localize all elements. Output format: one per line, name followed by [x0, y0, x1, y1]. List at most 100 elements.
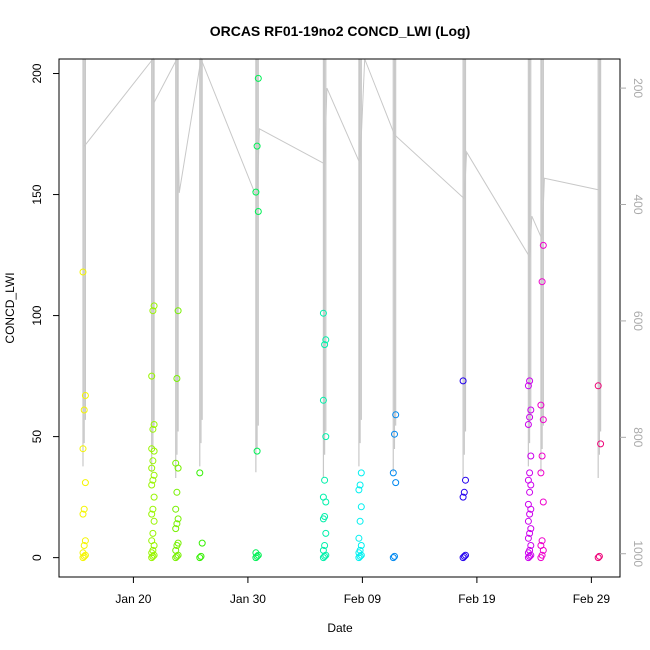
data-point: [539, 498, 547, 506]
data-point: [149, 546, 157, 554]
data-point: [537, 469, 545, 477]
data-point: [321, 513, 329, 520]
right-y-tick-label: 200: [631, 78, 645, 98]
data-point: [196, 554, 204, 562]
data-point: [356, 481, 364, 489]
right-y-tick-label: 600: [631, 311, 645, 331]
data-point: [148, 510, 156, 518]
data-point: [173, 520, 181, 528]
y-tick-label: 200: [30, 63, 44, 83]
x-tick-label: Feb 09: [344, 592, 382, 606]
data-point: [462, 551, 469, 559]
data-point: [524, 534, 532, 542]
data-point: [81, 392, 89, 399]
data-point: [148, 554, 156, 562]
data-point: [526, 413, 534, 421]
data-point: [149, 505, 157, 513]
data-point: [149, 457, 157, 465]
data-point: [537, 401, 545, 409]
data-point: [527, 452, 535, 460]
data-point: [254, 208, 262, 215]
data-point: [149, 529, 157, 537]
data-point: [253, 447, 261, 455]
chart-title: ORCAS RF01-19no2 CONCD_LWI (Log): [210, 23, 471, 39]
data-point: [252, 188, 260, 196]
data-point: [319, 546, 327, 554]
data-point: [173, 375, 181, 382]
data-point: [196, 469, 204, 477]
data-point: [172, 459, 180, 467]
data-point: [321, 542, 329, 549]
data-point: [148, 372, 156, 380]
data-point: [150, 447, 158, 455]
data-point: [355, 534, 363, 542]
data-point: [527, 542, 535, 549]
data-point: [524, 517, 532, 525]
data-point: [80, 406, 88, 414]
data-point: [526, 488, 534, 496]
data-point: [526, 377, 534, 385]
data-point: [357, 542, 365, 549]
data-point: [148, 537, 156, 545]
x-tick-label: Jan 30: [230, 592, 266, 606]
data-point: [539, 416, 547, 424]
data-point: [356, 546, 364, 554]
data-point: [150, 302, 158, 310]
data-point: [357, 503, 365, 511]
data-point: [253, 142, 261, 150]
data-point: [254, 74, 262, 82]
data-point: [79, 445, 87, 453]
data-point: [149, 425, 157, 433]
data-point: [150, 493, 158, 501]
data-point: [172, 554, 180, 562]
data-point: [527, 406, 535, 414]
y-tick-label: 100: [30, 305, 44, 325]
right-y-tick-label: 1000: [631, 540, 645, 567]
data-point: [357, 551, 365, 559]
data-point: [389, 469, 397, 477]
axes: 0 50 100 150 200 Jan 20 Jan 30 Feb 09 Feb 19 Feb …: [30, 58, 645, 606]
data-point: [172, 525, 180, 533]
y-tick-label: 0: [30, 554, 44, 561]
data-point: [148, 481, 156, 489]
data-point: [391, 552, 398, 560]
data-point: [174, 539, 182, 547]
data-point: [322, 529, 330, 537]
data-point: [526, 510, 534, 518]
data-point: [524, 554, 532, 562]
data-point: [391, 430, 398, 438]
data-point: [79, 554, 87, 562]
data-point: [253, 552, 261, 560]
x-tick-label: Feb 19: [458, 592, 496, 606]
data-point: [79, 549, 87, 557]
data-point: [594, 382, 602, 390]
data-point: [80, 552, 88, 560]
data-point: [321, 341, 329, 349]
data-point: [319, 396, 327, 404]
data-point: [527, 551, 535, 559]
data-point: [392, 479, 400, 487]
data-point: [538, 537, 546, 545]
data-point: [538, 278, 546, 286]
x-tick-label: Feb 29: [573, 592, 611, 606]
data-point: [80, 542, 88, 549]
data-point: [537, 542, 545, 549]
data-point: [526, 469, 534, 477]
data-point: [80, 505, 88, 513]
y-tick-label: 50: [30, 430, 44, 444]
data-point: [174, 307, 182, 315]
data-point: [252, 549, 260, 557]
data-points: [79, 74, 605, 562]
data-point: [254, 551, 262, 559]
y-axis-label: CONCD_LWI: [3, 272, 17, 343]
pressure-trace: [82, 57, 602, 479]
data-point: [459, 554, 467, 562]
data-point: [538, 551, 546, 559]
data-point: [462, 476, 469, 484]
data-point: [81, 537, 89, 545]
right-y-tick-label: 400: [631, 194, 645, 214]
data-point: [527, 525, 535, 533]
data-point: [459, 377, 467, 385]
data-point: [595, 552, 603, 560]
